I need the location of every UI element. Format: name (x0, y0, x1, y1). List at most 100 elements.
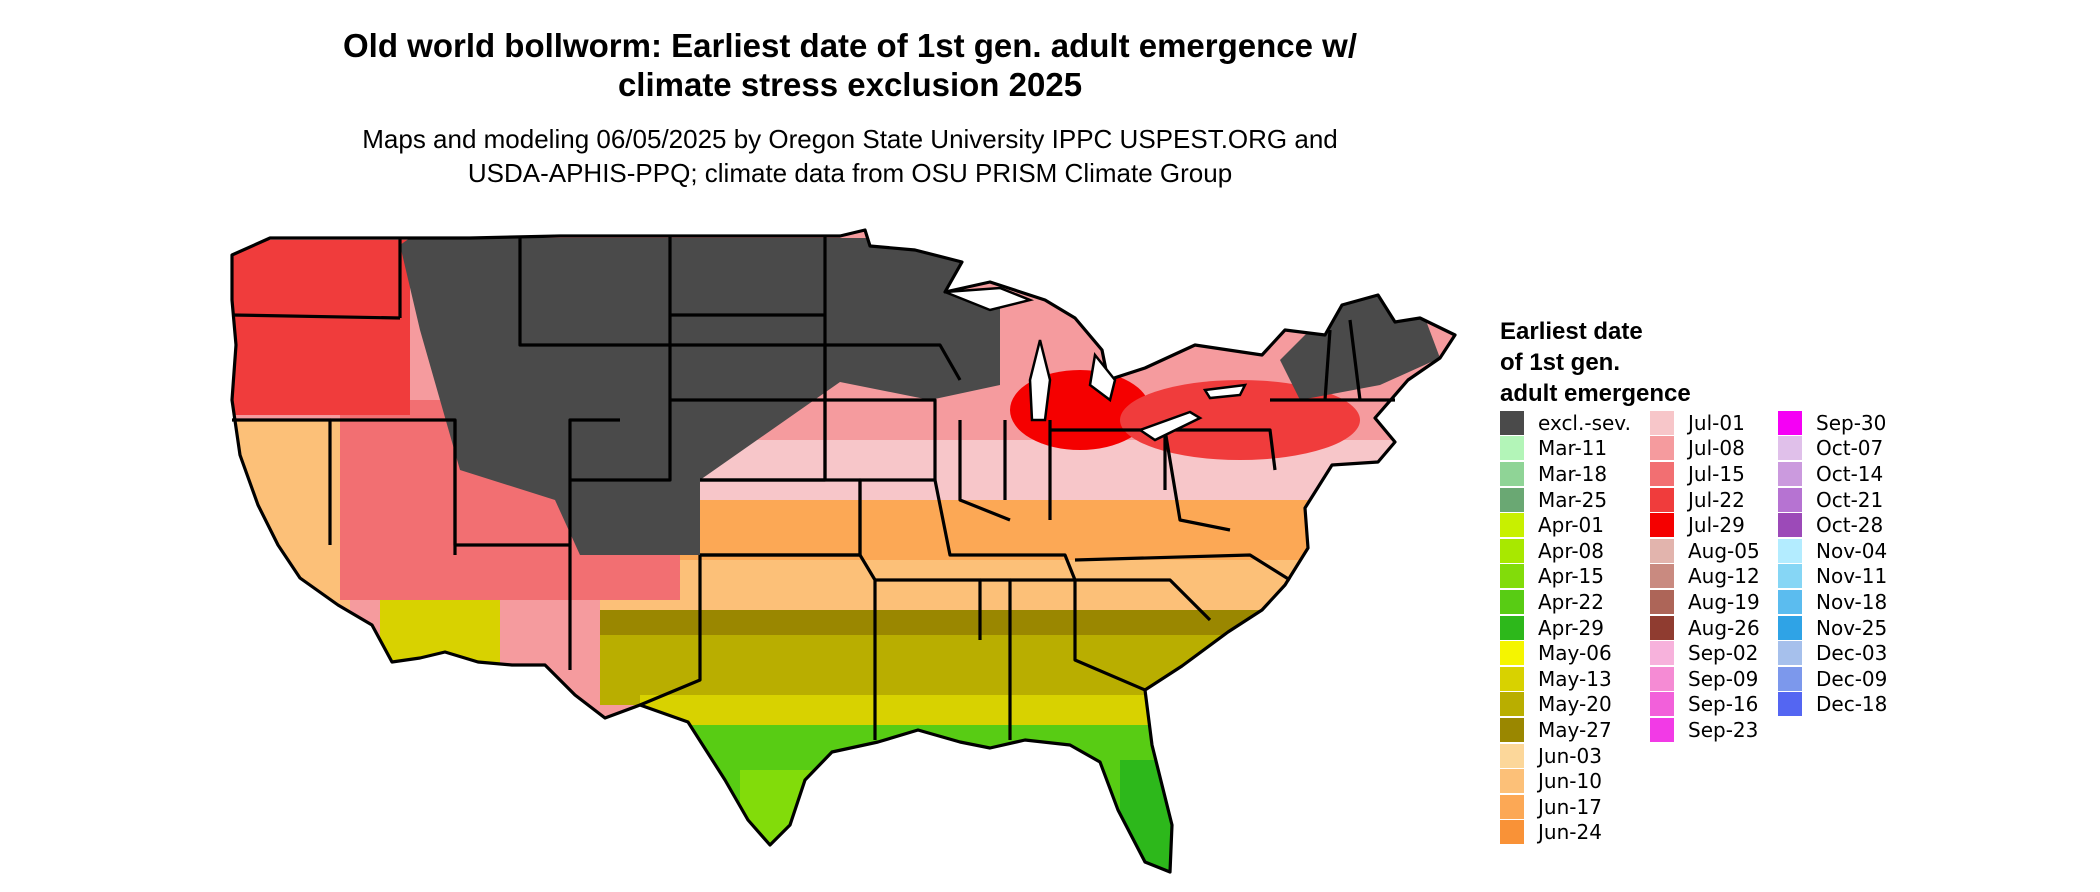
legend-swatch (1500, 538, 1524, 563)
legend-item: Sep-30 (1778, 410, 1887, 436)
legend-item: Jul-01 (1650, 410, 1760, 436)
legend-swatch (1500, 436, 1524, 461)
legend-item: Nov-04 (1778, 538, 1887, 564)
legend-swatch (1778, 666, 1802, 691)
legend-item: Jul-22 (1650, 487, 1760, 513)
legend-label: May-27 (1538, 717, 1612, 742)
legend-swatch (1650, 589, 1674, 614)
legend-swatch (1778, 589, 1802, 614)
legend-swatch (1650, 487, 1674, 512)
legend-title: Earliest date of 1st gen. adult emergenc… (1500, 318, 1691, 407)
legend-swatch (1650, 564, 1674, 589)
legend-swatch (1650, 513, 1674, 538)
legend-item: Apr-22 (1500, 589, 1631, 615)
legend-label: Jul-01 (1688, 410, 1745, 435)
legend-swatch (1650, 436, 1674, 461)
legend-item: Sep-23 (1650, 717, 1760, 743)
legend-column-3: Sep-30 Oct-07 Oct-14 Oct-21 Oct-28 Nov-04 Nov-… (1778, 410, 1887, 717)
legend-item: Apr-29 (1500, 615, 1631, 641)
legend-label: Oct-28 (1816, 513, 1884, 538)
legend-item: Jun-03 (1500, 743, 1631, 769)
legend-swatch (1500, 513, 1524, 538)
legend-swatch (1778, 615, 1802, 640)
legend-label: Apr-22 (1538, 589, 1604, 614)
legend-item: excl.-sev. (1500, 410, 1631, 436)
legend-swatch (1778, 564, 1802, 589)
legend-item: Aug-26 (1650, 615, 1760, 641)
legend-label: Jun-24 (1538, 820, 1602, 845)
legend-swatch (1500, 589, 1524, 614)
legend-label: Mar-11 (1538, 436, 1608, 461)
legend-swatch (1778, 513, 1802, 538)
legend-label: Dec-18 (1816, 692, 1888, 717)
legend-item: Aug-12 (1650, 564, 1760, 590)
legend-swatch (1500, 820, 1524, 845)
legend-item: Sep-02 (1650, 640, 1760, 666)
legend-item: Oct-14 (1778, 461, 1887, 487)
legend-item: Jul-29 (1650, 512, 1760, 538)
legend-label: Sep-23 (1688, 717, 1759, 742)
region-texas-south (740, 770, 830, 850)
legend-item: Jun-10 (1500, 768, 1631, 794)
great-lakes (944, 286, 1248, 442)
legend-label: Aug-26 (1688, 615, 1760, 640)
legend-item: Nov-18 (1778, 589, 1887, 615)
legend-label: Sep-09 (1688, 666, 1759, 691)
legend-swatch (1650, 666, 1674, 691)
legend-label: Jul-08 (1688, 436, 1745, 461)
legend-item: Nov-11 (1778, 564, 1887, 590)
legend-label: Apr-01 (1538, 513, 1604, 538)
legend-swatch (1650, 641, 1674, 666)
legend-label: Mar-18 (1538, 461, 1608, 486)
legend-label: Aug-19 (1688, 589, 1760, 614)
legend-label: Nov-11 (1816, 564, 1888, 589)
legend-item: Apr-01 (1500, 512, 1631, 538)
legend-item: Nov-25 (1778, 615, 1887, 641)
legend-label: Jun-17 (1538, 794, 1602, 819)
region-excluded (400, 238, 1000, 555)
map-subtitle: Maps and modeling 06/05/2025 by Oregon S… (362, 124, 1338, 188)
legend-item: Dec-18 (1778, 692, 1887, 718)
legend-swatch (1778, 461, 1802, 486)
legend-swatch (1500, 410, 1524, 435)
legend-swatch (1650, 692, 1674, 717)
legend-label: Sep-02 (1688, 641, 1759, 666)
legend-label: Oct-21 (1816, 487, 1884, 512)
legend-swatch (1778, 410, 1802, 435)
legend-swatch (1500, 769, 1524, 794)
legend-swatch (1500, 692, 1524, 717)
band-may-13 (640, 695, 1455, 730)
region-northwest (232, 240, 410, 415)
legend-item: Oct-21 (1778, 487, 1887, 513)
legend-swatch (1778, 436, 1802, 461)
legend-swatch (1500, 615, 1524, 640)
legend-swatch (1500, 461, 1524, 486)
legend-item: Mar-11 (1500, 436, 1631, 462)
legend-label: Oct-14 (1816, 461, 1884, 486)
legend-label: Aug-12 (1688, 564, 1760, 589)
legend-label: Nov-04 (1816, 538, 1888, 563)
legend-label: Nov-25 (1816, 615, 1888, 640)
legend-swatch (1500, 717, 1524, 742)
region-excluded-northeast (1280, 295, 1440, 400)
legend-swatch (1500, 487, 1524, 512)
legend-item: May-20 (1500, 692, 1631, 718)
legend-label: Apr-08 (1538, 538, 1604, 563)
legend-label: excl.-sev. (1538, 410, 1631, 435)
legend-label: Sep-16 (1688, 692, 1759, 717)
legend-label: Dec-03 (1816, 641, 1888, 666)
legend-item: Jun-17 (1500, 794, 1631, 820)
legend-swatch (1500, 641, 1524, 666)
legend-column-2: Jul-01 Jul-08 Jul-15 Jul-22 Jul-29 Aug-05 Aug-… (1650, 410, 1760, 743)
legend-label: May-20 (1538, 692, 1612, 717)
legend-label: Apr-15 (1538, 564, 1604, 589)
legend-item: May-06 (1500, 640, 1631, 666)
legend-swatch (1500, 666, 1524, 691)
legend-item: Mar-25 (1500, 487, 1631, 513)
legend-swatch (1500, 743, 1524, 768)
legend-item: Oct-28 (1778, 512, 1887, 538)
legend-swatch (1500, 564, 1524, 589)
legend-label: Jul-15 (1688, 461, 1745, 486)
legend-label: Jun-03 (1538, 743, 1602, 768)
